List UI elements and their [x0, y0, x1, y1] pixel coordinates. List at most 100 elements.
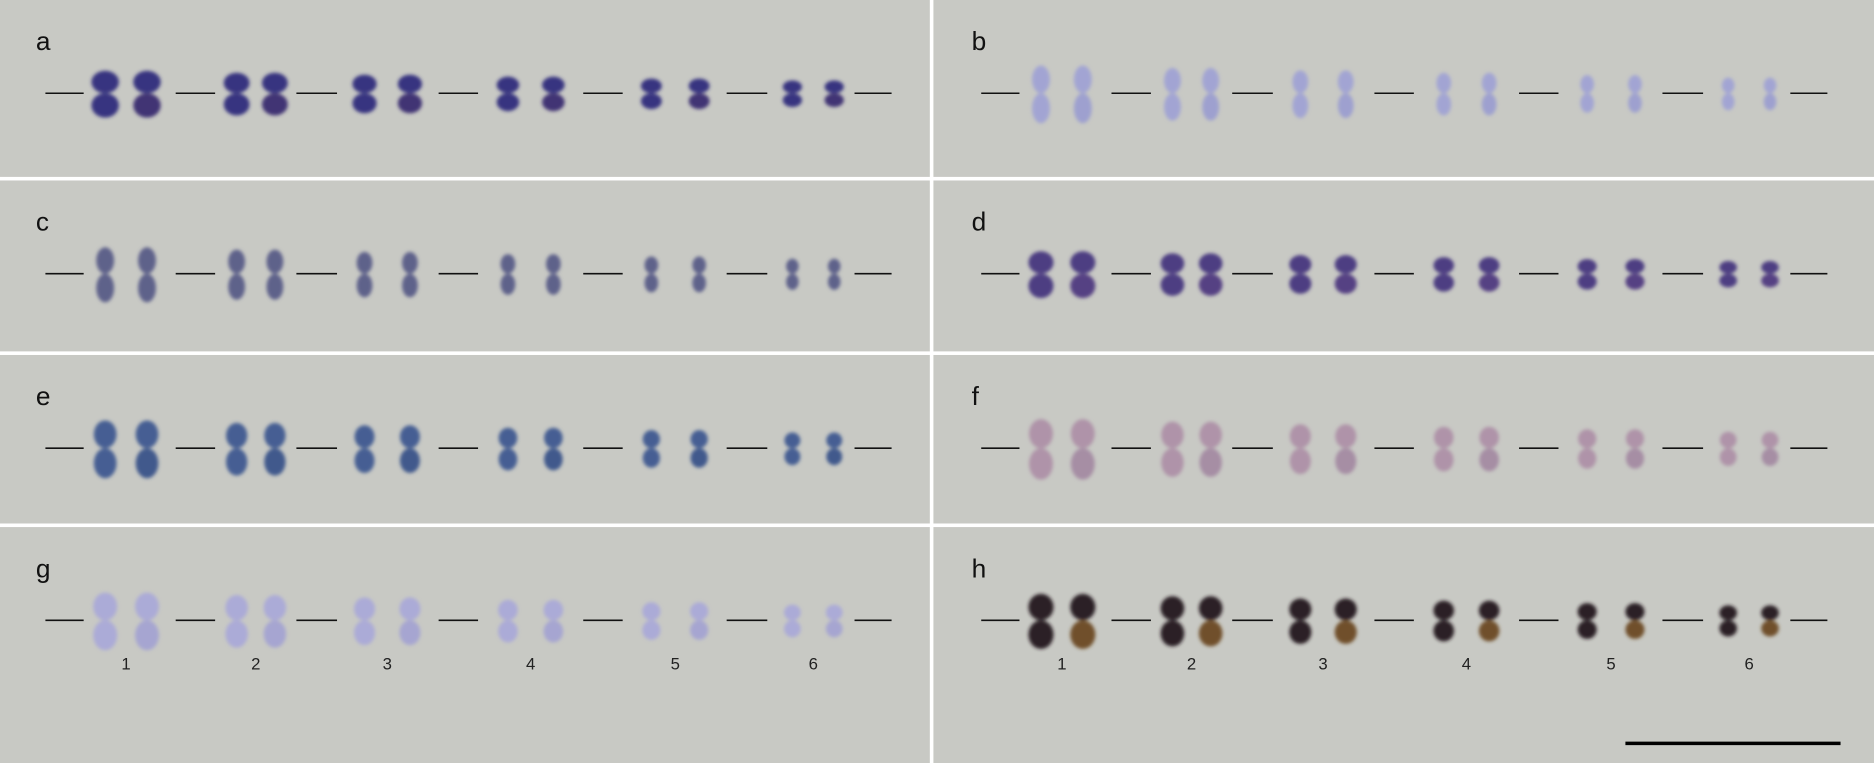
chromosome-arm: [1198, 273, 1223, 296]
chromosome-arm: [1289, 255, 1312, 274]
chromosome: [825, 604, 843, 638]
chromosome-arm: [1628, 93, 1642, 113]
chromosome: [1763, 77, 1777, 111]
chromosome-arm: [784, 604, 801, 621]
chromosome-arm: [1198, 596, 1223, 621]
chromosome: [135, 592, 159, 651]
chromosome: [225, 594, 248, 648]
chromosome: [1337, 70, 1354, 119]
chromosome-number: 4: [526, 654, 535, 673]
chromosome-arm: [133, 70, 161, 94]
chromosome-arm: [352, 74, 377, 94]
chromosome: [1433, 426, 1454, 472]
chromosome-arm: [263, 620, 287, 648]
chromosome-arm: [1578, 448, 1597, 469]
chromosome: [782, 80, 803, 107]
chromosome-arm: [1028, 620, 1054, 649]
chromosome-arm: [397, 93, 423, 114]
chromosome-arm: [1479, 426, 1499, 449]
chromosome-arm: [1478, 600, 1500, 621]
chromosome-arm: [1161, 421, 1184, 449]
chromosome-arm: [1070, 448, 1095, 480]
chromosome: [1070, 251, 1096, 298]
chromosome-arm: [1625, 429, 1645, 449]
chromosome: [1625, 603, 1645, 639]
chromosome-arm: [402, 273, 418, 298]
chromosome-arm: [498, 599, 518, 621]
chromosome: [1479, 426, 1499, 472]
chromosome-arm: [354, 425, 375, 449]
chromosome: [784, 604, 801, 638]
chromosome-number: 1: [1057, 654, 1066, 673]
chromosome-arm: [223, 72, 250, 94]
chromosome-arm: [826, 432, 843, 449]
chromosome: [1029, 419, 1053, 480]
chromosome-arm: [690, 430, 708, 449]
chromosome-arm: [1032, 93, 1050, 124]
chromosome-arm: [1761, 620, 1779, 637]
chromosome: [826, 432, 843, 466]
chromosome-arm: [1070, 620, 1096, 649]
chromosome-arm: [543, 599, 564, 621]
chromosome: [498, 427, 518, 471]
chromosome: [1478, 257, 1500, 292]
chromosome: [1578, 429, 1597, 469]
chromosome-arm: [1433, 448, 1454, 472]
panel-label: e: [36, 381, 51, 411]
chromosome: [1761, 431, 1779, 466]
chromosome-arm: [825, 604, 843, 621]
chromosome-arm: [225, 422, 248, 449]
chromosome-arm: [1337, 93, 1354, 119]
chromosome-arm: [1625, 620, 1645, 639]
chromosome-arm: [1433, 620, 1455, 642]
chromosome-arm: [1289, 448, 1311, 475]
chromosome-arm: [1577, 273, 1597, 290]
chromosome: [1289, 598, 1312, 644]
chromosome-arm: [692, 256, 706, 274]
chromosome: [1719, 431, 1737, 466]
chromosome-arm: [1433, 257, 1455, 274]
chromosome-arm: [498, 620, 518, 643]
chromosome: [399, 597, 421, 646]
chromosome-arm: [91, 93, 119, 118]
chromosome-arm: [1070, 273, 1096, 298]
chromosome-arm: [1761, 431, 1779, 449]
chromosome: [1436, 72, 1452, 116]
chromosome-arm: [1761, 261, 1779, 274]
chromosome: [692, 256, 706, 293]
chromosome: [544, 427, 563, 471]
chromosome: [644, 256, 659, 293]
chromosome-arm: [1719, 261, 1737, 274]
chromosome-arm: [1334, 620, 1357, 644]
chromosome-arm: [688, 93, 710, 110]
chromosome: [1625, 259, 1645, 290]
chromosome-arm: [784, 448, 801, 466]
chromosome: [1335, 424, 1357, 475]
chromosome: [261, 72, 288, 116]
chromosome: [1161, 421, 1184, 477]
chromosome-arm: [1761, 448, 1779, 466]
chromosome: [690, 602, 709, 640]
chromosome: [543, 599, 564, 643]
panel: d: [933, 180, 1874, 352]
chromosome: [1721, 77, 1735, 111]
chromosome: [1198, 596, 1223, 647]
chromosome-arm: [1199, 421, 1222, 449]
chromosome-arm: [356, 251, 373, 274]
chromosome-arm: [1029, 419, 1053, 449]
chromosome-arm: [1433, 600, 1455, 621]
chromosome-arm: [1160, 273, 1185, 296]
chromosome-arm: [690, 448, 708, 468]
chromosome: [1628, 75, 1642, 113]
chromosome-arm: [1719, 605, 1737, 621]
chromosome-arm: [138, 247, 156, 274]
panel-label: b: [972, 26, 987, 56]
chromosome-arm: [135, 592, 159, 621]
chromosome-number: 4: [1462, 654, 1471, 673]
chromosome-arm: [1161, 448, 1184, 477]
chromosome-arm: [1289, 424, 1311, 449]
chromosome: [1577, 259, 1597, 290]
chromosome: [1334, 255, 1357, 294]
chromosome-arm: [1334, 273, 1357, 294]
chromosome-arm: [688, 78, 710, 94]
